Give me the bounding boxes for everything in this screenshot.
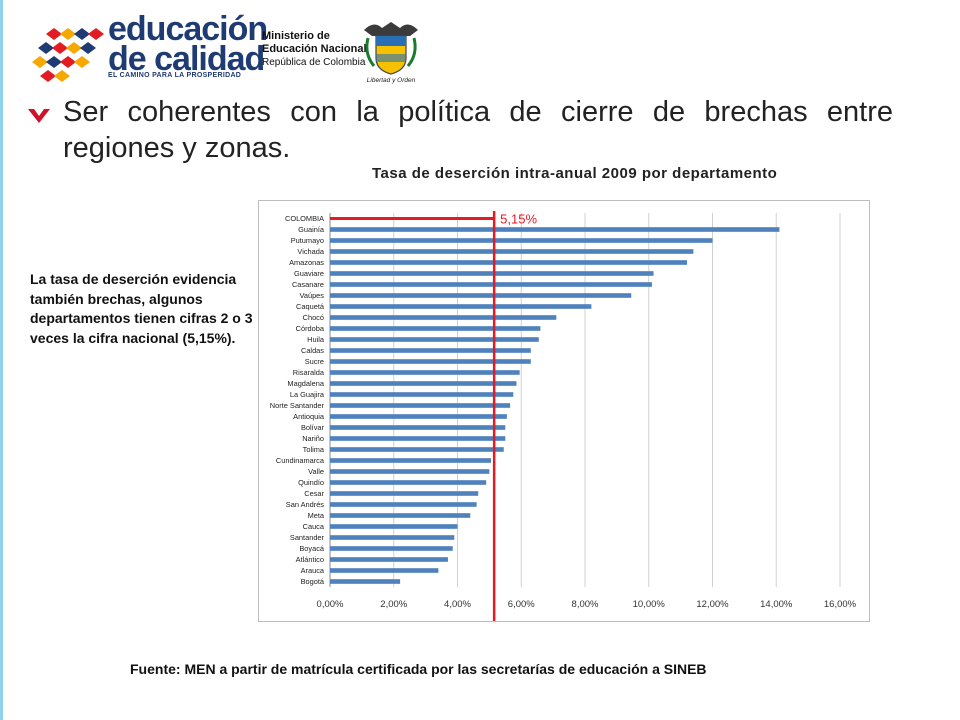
bar: [330, 304, 592, 309]
coat-of-arms-icon: Libertad y Orden: [364, 22, 418, 84]
category-label: Bolívar: [301, 423, 325, 432]
logo-tagline: EL CAMINO PARA LA PROSPERIDAD: [108, 72, 242, 79]
category-label: Bogotá: [301, 577, 325, 586]
bar: [330, 568, 439, 573]
category-label: Tolima: [303, 445, 325, 454]
bar: [330, 260, 687, 265]
ministry-line1: Ministerio de: [262, 30, 330, 42]
category-label: Cesar: [304, 489, 324, 498]
ministry-line3: República de Colombia: [262, 57, 366, 68]
logo-title-line1: educación: [108, 10, 268, 48]
logo-wordmark: educación de calidad: [108, 10, 268, 78]
bar: [330, 337, 539, 342]
bar: [330, 535, 455, 540]
x-tick-label: 10,00%: [633, 599, 666, 610]
category-label: Quindío: [298, 478, 324, 487]
ministry-block: Ministerio de Educación Nacional Repúbli…: [262, 30, 367, 69]
category-label: Atlántico: [296, 555, 324, 564]
bar: [330, 458, 491, 463]
bar: [330, 557, 448, 562]
check-bullet-icon: [28, 109, 50, 123]
category-label: COLOMBIA: [285, 214, 324, 223]
category-label: Caldas: [301, 346, 324, 355]
bar: [330, 359, 531, 364]
bar: [330, 271, 654, 276]
bar: [330, 491, 479, 496]
category-label: San Andrés: [286, 500, 325, 509]
bar: [330, 227, 780, 232]
motto-text: Libertad y Orden: [367, 77, 416, 84]
category-label: Guainía: [298, 225, 325, 234]
category-label: Chocó: [303, 313, 324, 322]
bar: [330, 238, 713, 243]
category-label: Santander: [290, 533, 325, 542]
category-label: Valle: [308, 467, 324, 476]
category-label: Risaralda: [293, 368, 325, 377]
category-label: Vichada: [297, 247, 324, 256]
category-label: La Guajira: [290, 390, 325, 399]
bar: [330, 392, 514, 397]
source-note: Fuente: MEN a partir de matrícula certif…: [130, 661, 707, 677]
category-label: Cauca: [303, 522, 325, 531]
x-tick-label: 2,00%: [380, 599, 407, 610]
category-label: Nariño: [302, 434, 324, 443]
bar: [330, 381, 517, 386]
x-tick-label: 4,00%: [444, 599, 471, 610]
desertion-bar-chart: 0,00% 2,00% 4,00% 6,00% 8,00% 10,00% 12,00% 14,…: [270, 211, 857, 621]
bar: [330, 513, 471, 518]
bar: [330, 447, 504, 452]
bar: [330, 414, 507, 419]
category-label: Meta: [308, 511, 325, 520]
x-tick-label: 8,00%: [572, 599, 599, 610]
category-label: Casanare: [292, 280, 324, 289]
category-label: Caquetá: [296, 302, 325, 311]
bar: [330, 348, 531, 353]
category-label: Putumayo: [291, 236, 324, 245]
x-tick-label: 6,00%: [508, 599, 535, 610]
category-label: Arauca: [301, 566, 325, 575]
reference-label: 5,15%: [500, 212, 537, 227]
educacion-logo-icon: [32, 28, 104, 82]
chart-title: Tasa de deserción intra-anual 2009 por d…: [372, 165, 778, 182]
category-label: Guaviare: [294, 269, 324, 278]
category-label: Sucre: [305, 357, 324, 366]
bar: [330, 293, 632, 298]
bar: [330, 249, 694, 254]
bar: [330, 282, 652, 287]
bar: [330, 315, 557, 320]
ministry-line2: Educación Nacional: [262, 43, 367, 55]
side-note: La tasa de deserción evidencia también b…: [30, 271, 253, 346]
left-edge-rule: [0, 0, 3, 720]
category-label: Antioquia: [293, 412, 325, 421]
category-label: Norte Santander: [270, 401, 325, 410]
category-label: Cundinamarca: [276, 456, 325, 465]
bar: [330, 579, 401, 584]
headline: Ser coherentes con la política de cierre…: [63, 96, 893, 164]
bar: [330, 469, 490, 474]
bar: [330, 436, 506, 441]
bar: [330, 403, 511, 408]
x-tick-label: 16,00%: [824, 599, 857, 610]
bar: [330, 326, 541, 331]
category-label: Córdoba: [296, 324, 325, 333]
logo-title-line2: de calidad: [108, 40, 265, 78]
category-label: Huila: [307, 335, 325, 344]
bar: [330, 524, 458, 529]
x-tick-label: 14,00%: [760, 599, 793, 610]
category-label: Magdalena: [287, 379, 324, 388]
bar: [330, 425, 506, 430]
bar: [330, 502, 477, 507]
bar: [330, 480, 487, 485]
x-tick-label: 0,00%: [317, 599, 344, 610]
bar-reference: [330, 217, 495, 220]
category-label: Vaúpes: [299, 291, 324, 300]
chart-panel: 0,00% 2,00% 4,00% 6,00% 8,00% 10,00% 12,00% 14,…: [258, 200, 870, 622]
category-label: Amazonas: [289, 258, 324, 267]
x-tick-label: 12,00%: [696, 599, 729, 610]
bar: [330, 546, 453, 551]
bar: [330, 370, 520, 375]
category-label: Boyacá: [299, 544, 325, 553]
